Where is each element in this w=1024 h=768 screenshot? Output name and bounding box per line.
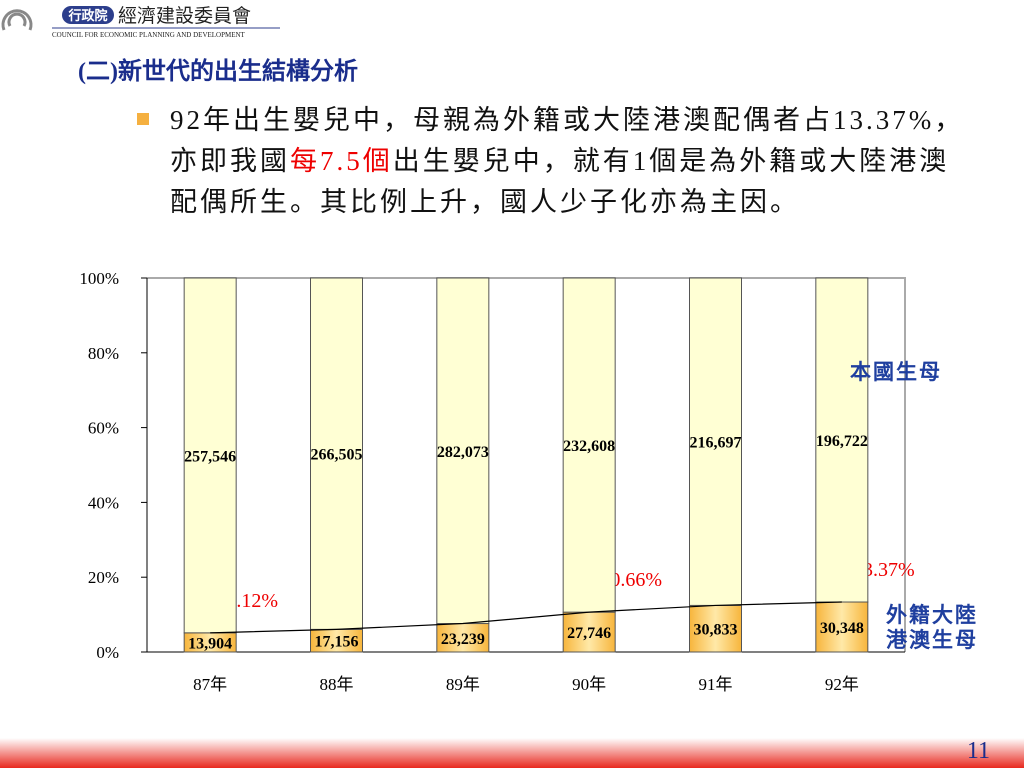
bar-segment [689, 604, 742, 653]
logo [1, 6, 280, 31]
x-tick-label: 91年 [699, 675, 733, 694]
bullet-text: 92年出生嬰兒中，母親為外籍或大陸港澳配偶者占13.37%，亦即我國每7.5個出… [170, 100, 970, 223]
value-label: 23,239 [441, 631, 485, 648]
share-label: 5.12% [226, 590, 278, 612]
page-number: 11 [967, 738, 990, 764]
x-tick-label: 89年 [446, 675, 480, 694]
value-label: 266,505 [311, 447, 363, 464]
value-label: 196,722 [816, 433, 868, 450]
y-tick-label: 100% [79, 269, 119, 288]
bar-segment [689, 277, 742, 606]
bar-segment [815, 601, 869, 653]
x-tick-label: 88年 [320, 675, 354, 694]
y-tick-label: 40% [88, 493, 119, 512]
logo-agency: 行政院 [67, 8, 107, 23]
bar-segment [562, 277, 616, 613]
y-tick-label: 20% [88, 568, 119, 587]
value-label: 30,348 [820, 620, 864, 637]
value-label: 257,546 [184, 448, 236, 465]
bar-segment [436, 277, 490, 625]
x-tick-label: 90年 [572, 675, 606, 694]
bar-segment [310, 277, 363, 630]
share-label: 10.66% [600, 569, 662, 591]
bullet-part: 92年出生嬰兒中，母親為外籍或大陸港澳配偶者占13.37%，亦即我國 [170, 105, 965, 176]
x-tick-label: 92年 [825, 675, 859, 694]
logo-english: COUNCIL FOR ECONOMIC PLANNING AND DEVELO… [52, 31, 246, 39]
bar-segment [562, 611, 616, 653]
bullet-highlight: 每7.5個 [290, 146, 393, 176]
bullet-part: 出生嬰兒中，就有1個是為外籍或大陸港澳配偶所生。其比例上升，國人少子化亦為主因。 [170, 146, 950, 217]
value-label: 17,156 [315, 634, 359, 651]
share-line [210, 601, 842, 634]
footer-band [0, 738, 1024, 768]
y-tick-label: 80% [88, 344, 119, 363]
logo-name: 經濟建設委員會 [118, 5, 251, 27]
bar-segment [436, 623, 490, 653]
value-label: 13,904 [188, 635, 232, 652]
value-label: 216,697 [690, 435, 742, 452]
legend-label: 外籍大陸港澳生母 [886, 603, 978, 652]
value-label: 30,833 [694, 622, 738, 639]
bar-segment [183, 277, 237, 634]
legend-label: 本國生母 [850, 360, 942, 384]
x-tick-label: 87年 [193, 675, 227, 694]
y-tick-label: 0% [96, 643, 119, 662]
y-tick-label: 60% [88, 419, 119, 438]
value-label: 232,608 [563, 438, 615, 455]
slide-title: (二)新世代的出生結構分析 [78, 57, 358, 85]
bullet-marker [137, 113, 149, 125]
value-label: 282,073 [437, 444, 489, 461]
value-label: 27,746 [567, 625, 611, 642]
plot-border [147, 277, 906, 652]
share-label: 13.37% [853, 559, 915, 581]
